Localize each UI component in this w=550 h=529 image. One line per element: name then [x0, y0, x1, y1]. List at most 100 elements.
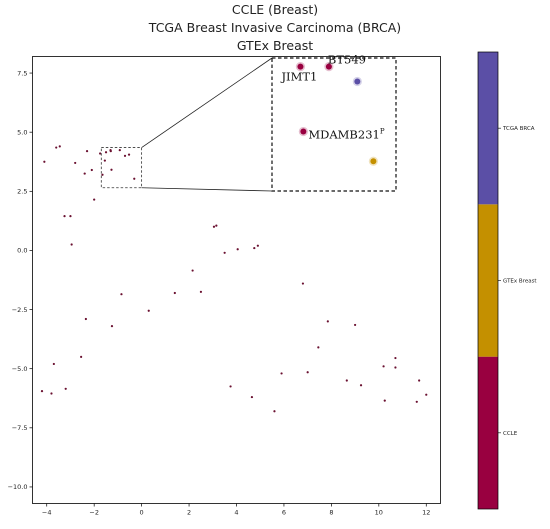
- x-tick-label: 2: [187, 509, 191, 517]
- data-point: [199, 290, 203, 293]
- data-point: [354, 323, 357, 327]
- data-point: [120, 293, 123, 296]
- data-point: [301, 282, 305, 285]
- y-tick-label: −5.0: [12, 365, 28, 373]
- data-point: [90, 168, 93, 172]
- point-label: MDAMB231P: [308, 128, 384, 142]
- zoom-connector-bottom: [141, 187, 273, 192]
- inset-point: [370, 158, 377, 165]
- title-line-3: GTEx Breast: [237, 38, 313, 53]
- data-point: [326, 320, 329, 323]
- inset-point: [297, 63, 304, 70]
- data-point: [273, 410, 276, 413]
- title-line-2: TCGA Breast Invasive Carcinoma (BRCA): [148, 20, 401, 35]
- point-label: JIMT1: [280, 70, 317, 84]
- data-point: [173, 291, 176, 295]
- x-tick-label: 10: [375, 509, 383, 517]
- data-point: [317, 346, 320, 349]
- x-axis: −4 −2 0 2 4 6 8 10 12: [42, 503, 430, 517]
- data-point: [418, 379, 421, 382]
- data-point: [383, 399, 386, 402]
- colorbar-label: GTEx Breast: [503, 279, 537, 285]
- data-point: [215, 224, 218, 227]
- data-point: [52, 362, 55, 366]
- y-tick-label: 5.0: [17, 128, 27, 136]
- data-point: [345, 379, 348, 382]
- data-point: [236, 248, 239, 251]
- data-point: [394, 356, 397, 360]
- data-point: [359, 384, 363, 387]
- colorbar-segment: [478, 52, 498, 205]
- x-tick-label: 0: [140, 509, 144, 517]
- x-tick-label: −4: [42, 509, 52, 517]
- colorbar-frame: [477, 51, 499, 510]
- inset-point: [354, 78, 361, 85]
- data-point: [191, 269, 194, 272]
- colorbar-segment: [478, 356, 498, 509]
- data-point: [85, 150, 89, 153]
- y-tick-label: −7.5: [12, 424, 28, 432]
- title-line-1: CCLE (Breast): [232, 2, 318, 17]
- data-point: [415, 400, 418, 403]
- colorbar-segment: [478, 204, 498, 357]
- data-point: [250, 395, 254, 399]
- data-point: [84, 317, 87, 321]
- zoom-region-point: [133, 177, 136, 180]
- data-point: [425, 393, 428, 396]
- data-point: [63, 215, 66, 218]
- x-tick-label: 6: [282, 509, 286, 517]
- y-tick-label: −10.0: [8, 483, 28, 491]
- data-point: [256, 244, 259, 247]
- colorbar-label: TCGA BRCA: [502, 126, 535, 132]
- data-point: [55, 146, 58, 149]
- data-point: [280, 372, 283, 375]
- x-tick-label: 8: [329, 509, 333, 517]
- y-tick-label: 0.0: [17, 247, 27, 255]
- chart-title: CCLE (Breast) TCGA Breast Invasive Carci…: [148, 2, 401, 53]
- data-point: [64, 387, 67, 390]
- inset-point: [300, 128, 307, 135]
- data-point: [110, 325, 114, 328]
- data-point: [40, 390, 44, 393]
- data-point: [43, 160, 46, 163]
- inset-point: [325, 63, 332, 70]
- zoom-annotation: [100, 57, 273, 192]
- y-tick-label: 2.5: [17, 188, 27, 196]
- data-point: [306, 371, 309, 374]
- data-point: [101, 173, 104, 176]
- data-point: [99, 152, 102, 155]
- y-axis: −10.0 −7.5 −5.0 −2.5 0.0 2.5 5.0 7.5: [8, 69, 33, 491]
- zoom-region-box: [100, 147, 143, 189]
- data-point: [382, 365, 385, 368]
- data-point: [58, 145, 61, 148]
- data-point: [123, 154, 127, 157]
- data-point: [69, 215, 72, 218]
- zoom-region-point: [109, 149, 112, 152]
- data-point: [253, 246, 256, 250]
- colorbar: CCLE GTEx Breast TCGA BRCA: [477, 51, 537, 510]
- data-point: [394, 366, 397, 369]
- data-point: [103, 159, 106, 162]
- data-point: [147, 309, 150, 312]
- data-point: [50, 392, 53, 395]
- data-point: [70, 243, 73, 246]
- inset-box: [271, 57, 397, 192]
- data-point: [223, 251, 226, 254]
- zoom-region-point: [110, 168, 113, 171]
- data-point: [229, 385, 232, 388]
- data-point: [212, 225, 216, 228]
- zoom-region-point: [127, 153, 131, 156]
- y-tick-label: −2.5: [12, 306, 28, 314]
- colorbar-label: CCLE: [503, 431, 518, 437]
- data-point: [80, 355, 83, 358]
- zoom-inset: BT549 JIMT1 MDAMB231P: [271, 53, 397, 192]
- zoom-connector-top: [141, 57, 273, 148]
- data-point: [93, 198, 96, 201]
- point-label: BT549: [328, 53, 366, 67]
- x-tick-label: 12: [422, 509, 430, 517]
- y-tick-label: 7.5: [17, 69, 27, 77]
- data-points: [40, 145, 428, 413]
- data-point: [74, 161, 77, 165]
